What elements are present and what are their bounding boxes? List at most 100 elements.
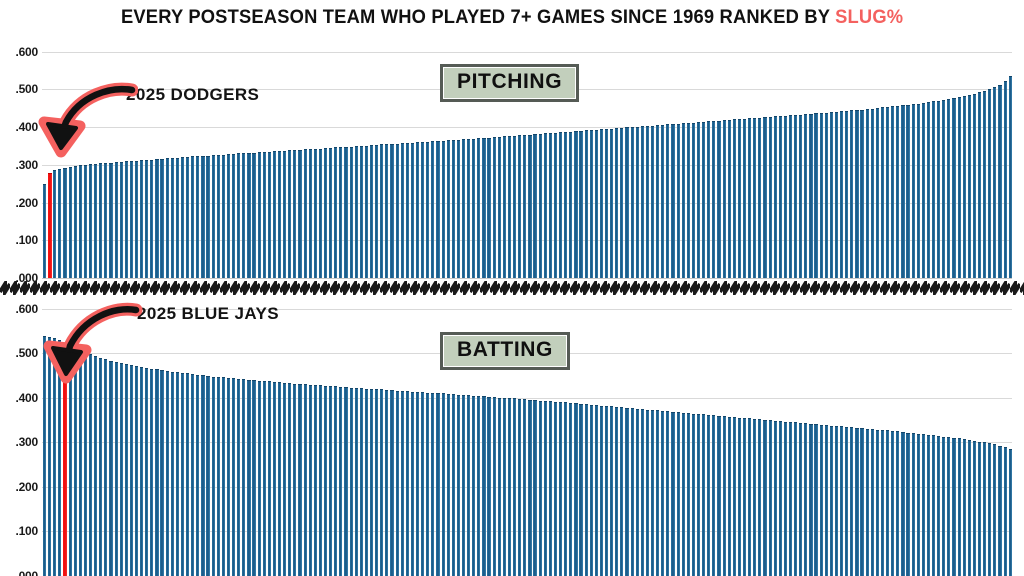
- bar-slot[interactable]: [1008, 44, 1013, 278]
- bar[interactable]: [308, 384, 312, 576]
- bar-slot[interactable]: [533, 44, 538, 278]
- bar[interactable]: [988, 443, 992, 576]
- bar-slot[interactable]: [338, 300, 343, 576]
- bar[interactable]: [410, 391, 414, 576]
- bar[interactable]: [451, 394, 455, 576]
- bar-slot[interactable]: [916, 44, 921, 278]
- bar-slot[interactable]: [170, 300, 175, 576]
- bar-slot[interactable]: [573, 44, 578, 278]
- bar[interactable]: [977, 441, 982, 576]
- bar[interactable]: [339, 147, 343, 278]
- bar[interactable]: [201, 375, 205, 576]
- bar-slot[interactable]: [318, 44, 323, 278]
- bar[interactable]: [635, 126, 639, 278]
- bar[interactable]: [594, 405, 598, 576]
- bar[interactable]: [794, 422, 798, 576]
- bar[interactable]: [661, 124, 665, 278]
- bar[interactable]: [216, 154, 220, 278]
- bar-slot[interactable]: [752, 300, 757, 576]
- bar-slot[interactable]: [619, 44, 624, 278]
- bar-slot[interactable]: [57, 44, 62, 278]
- bar-slot[interactable]: [967, 300, 972, 576]
- bar-slot[interactable]: [676, 44, 681, 278]
- bar-slot[interactable]: [354, 300, 359, 576]
- bar-slot[interactable]: [773, 300, 778, 576]
- bar-slot[interactable]: [824, 300, 829, 576]
- bar-slot[interactable]: [195, 44, 200, 278]
- bar[interactable]: [364, 388, 369, 576]
- bar-slot[interactable]: [819, 300, 824, 576]
- bar[interactable]: [921, 434, 925, 576]
- bar[interactable]: [497, 136, 501, 278]
- bar[interactable]: [916, 433, 920, 576]
- bar[interactable]: [727, 119, 731, 278]
- bar[interactable]: [891, 430, 895, 576]
- bar-slot[interactable]: [936, 300, 941, 576]
- bar-slot[interactable]: [706, 44, 711, 278]
- bar-slot[interactable]: [563, 300, 568, 576]
- bar[interactable]: [911, 104, 915, 278]
- bar[interactable]: [421, 142, 425, 278]
- bar[interactable]: [441, 140, 445, 278]
- bar[interactable]: [840, 111, 844, 278]
- bar[interactable]: [998, 445, 1002, 576]
- bar[interactable]: [656, 410, 660, 576]
- bar[interactable]: [359, 388, 363, 576]
- bar-slot[interactable]: [88, 44, 93, 278]
- bar[interactable]: [109, 360, 113, 576]
- bar-slot[interactable]: [905, 300, 910, 576]
- bar[interactable]: [676, 123, 680, 278]
- bar-slot[interactable]: [670, 44, 675, 278]
- bar-slot[interactable]: [992, 44, 997, 278]
- bar[interactable]: [605, 405, 609, 576]
- bar-slot[interactable]: [609, 300, 614, 576]
- bar-slot[interactable]: [768, 300, 773, 576]
- bar[interactable]: [364, 145, 369, 278]
- bar-slot[interactable]: [487, 44, 492, 278]
- bar-slot[interactable]: [481, 300, 486, 576]
- bar[interactable]: [594, 129, 598, 278]
- bar[interactable]: [599, 129, 604, 278]
- bar[interactable]: [104, 359, 108, 576]
- bar-slot[interactable]: [614, 44, 619, 278]
- bar[interactable]: [640, 126, 644, 278]
- bar[interactable]: [845, 110, 849, 278]
- bar[interactable]: [548, 133, 552, 278]
- bar-highlighted[interactable]: [47, 173, 52, 278]
- bar[interactable]: [124, 161, 128, 278]
- bar[interactable]: [865, 108, 869, 278]
- bar-slot[interactable]: [456, 300, 461, 576]
- bar-slot[interactable]: [696, 300, 701, 576]
- bar-slot[interactable]: [747, 300, 752, 576]
- bar[interactable]: [773, 420, 777, 576]
- bar-slot[interactable]: [400, 300, 405, 576]
- bar-slot[interactable]: [599, 44, 604, 278]
- bar[interactable]: [119, 363, 123, 576]
- bar-slot[interactable]: [926, 44, 931, 278]
- bar[interactable]: [313, 385, 317, 576]
- bar[interactable]: [375, 389, 379, 576]
- bar-slot[interactable]: [257, 44, 262, 278]
- bar-slot[interactable]: [609, 44, 614, 278]
- bar-slot[interactable]: [456, 44, 461, 278]
- bar[interactable]: [952, 98, 956, 278]
- bar-slot[interactable]: [793, 44, 798, 278]
- bar[interactable]: [99, 357, 103, 576]
- bar-slot[interactable]: [328, 44, 333, 278]
- bar[interactable]: [564, 131, 568, 278]
- bar-slot[interactable]: [200, 300, 205, 576]
- bar[interactable]: [283, 382, 287, 576]
- bar-slot[interactable]: [926, 300, 931, 576]
- bar[interactable]: [691, 122, 696, 278]
- bar[interactable]: [538, 400, 542, 576]
- bar-slot[interactable]: [548, 44, 553, 278]
- bar[interactable]: [957, 438, 961, 576]
- bar[interactable]: [758, 117, 762, 278]
- bar[interactable]: [369, 389, 374, 576]
- bar-slot[interactable]: [533, 300, 538, 576]
- bar[interactable]: [773, 116, 777, 278]
- bar[interactable]: [891, 106, 895, 278]
- bar-slot[interactable]: [359, 44, 364, 278]
- bar[interactable]: [880, 430, 885, 576]
- bar[interactable]: [569, 402, 573, 576]
